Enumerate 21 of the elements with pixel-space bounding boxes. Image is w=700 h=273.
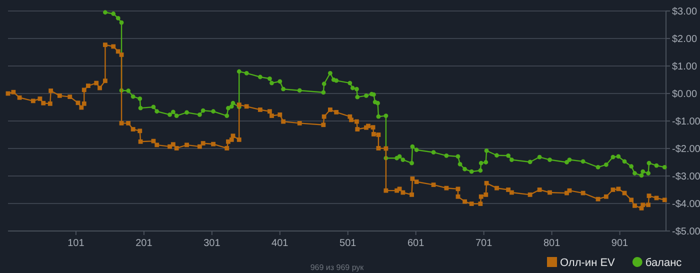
x-tick-label: 701: [475, 238, 493, 249]
x-tick-label: 101: [68, 238, 85, 249]
y-tick-label: $0.00: [672, 89, 698, 100]
x-tick-label: 601: [408, 238, 425, 249]
legend-label: Олл-ин EV: [560, 256, 616, 269]
text: 969 из 969 рук: [310, 263, 364, 272]
x-tick-label: 401: [272, 238, 289, 249]
y-tick-label: $3.00: [672, 6, 698, 18]
x-tick-label: 801: [543, 238, 561, 249]
y-tick-label: $2.00: [672, 34, 698, 45]
y-tick-label: $1.00: [672, 62, 698, 72]
x-tick-label: 301: [204, 238, 221, 249]
x-tick-label: 201: [136, 238, 153, 249]
legend-label: баланс: [645, 256, 682, 269]
x-tick-label: 501: [340, 238, 357, 249]
y-tick-label: -$1.00: [672, 116, 700, 128]
x-tick-label: 901: [611, 238, 629, 249]
y-tick-label: -$3.00: [672, 172, 700, 182]
y-tick-label: -$4.00: [672, 199, 700, 210]
y-tick-label: -$5.00: [672, 226, 700, 238]
y-tick-label: -$2.00: [672, 144, 700, 155]
